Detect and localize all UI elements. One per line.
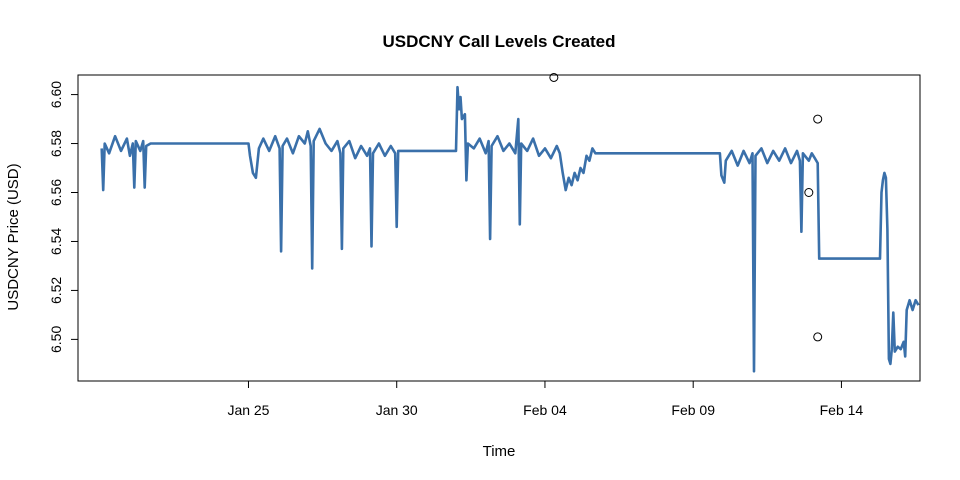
- y-tick-label: 6.54: [48, 228, 64, 255]
- x-tick-label: Feb 04: [523, 402, 567, 418]
- x-axis: Jan 25 Jan 30 Feb 04 Feb 09 Feb 14: [227, 381, 863, 418]
- call-level-point: [804, 188, 814, 198]
- y-tick-label: 6.60: [48, 81, 64, 108]
- x-tick-label: Feb 14: [820, 402, 864, 418]
- plot-frame: [77, 74, 921, 382]
- points-layer: [549, 72, 823, 342]
- x-tick-label: Jan 30: [376, 402, 418, 418]
- y-tick-label: 6.56: [48, 179, 64, 206]
- y-axis-label: USDCNY Price (USD): [5, 163, 22, 310]
- y-axis: 6.50 6.52 6.54 6.56 6.58 6.60: [48, 81, 79, 353]
- call-level-point: [813, 114, 823, 124]
- price-series-line: [100, 85, 920, 373]
- series-layer: [100, 85, 920, 373]
- chart-title: USDCNY Call Levels Created: [382, 32, 615, 51]
- call-level-point: [549, 72, 559, 82]
- x-tick-label: Jan 25: [227, 402, 269, 418]
- call-level-point: [813, 332, 823, 342]
- y-tick-label: 6.52: [48, 277, 64, 304]
- x-tick-label: Feb 09: [671, 402, 715, 418]
- y-tick-label: 6.50: [48, 326, 64, 353]
- y-tick-label: 6.58: [48, 130, 64, 157]
- x-axis-label: Time: [483, 443, 516, 460]
